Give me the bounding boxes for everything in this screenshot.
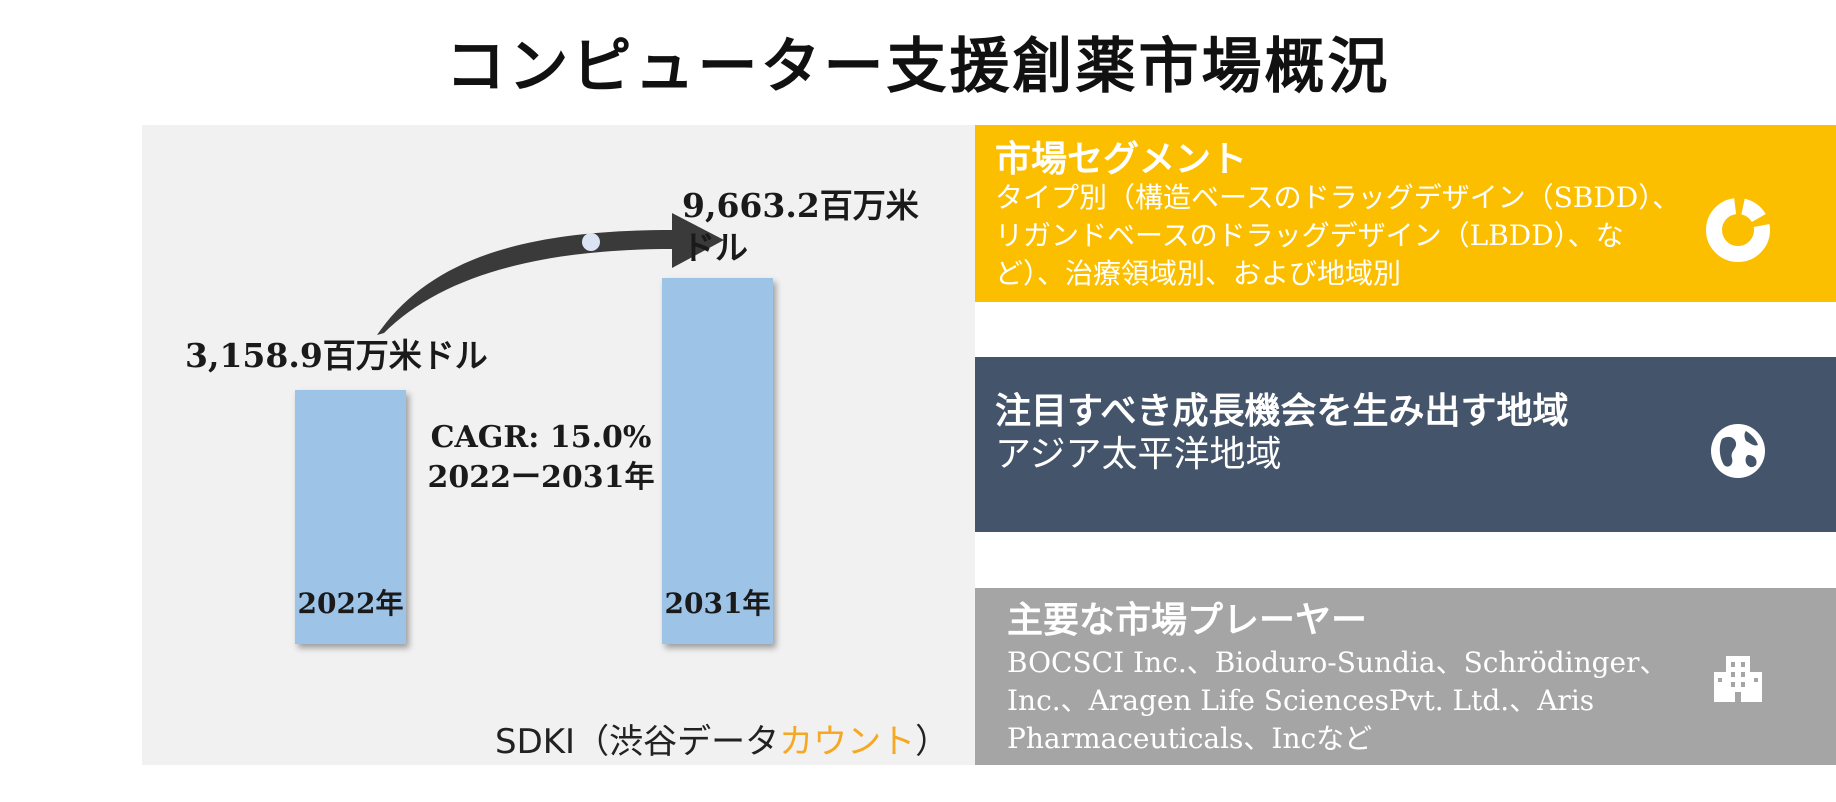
bar-label-2022: 2022年 [297,587,404,620]
value-label-2022: 3,158.9百万米ドル [185,336,488,375]
cagr-label: CAGR: 15.0% 2022ー2031年 [421,418,661,498]
value-label-2031: 9,663.2百万米ドル [682,186,919,267]
source-accent: カウント [779,722,916,762]
card-title: 市場セグメント [995,138,1248,180]
chart-panel: 2022年 2031年 3,158.9百万米ドル 9,663.2百万米ドル CA… [142,125,975,765]
card-body: アジア太平洋地域 [995,434,1282,475]
card-body: BOCSCI Inc.、Bioduro-Sundia、Schrödinger、I… [1007,646,1668,755]
bar-label-2031: 2031年 [664,587,771,620]
cagr-period: 2022ー2031年 [427,460,655,495]
card-growth-region: 注目すべき成長機会を生み出す地域 アジア太平洋地域 [975,357,1836,532]
source-suffix: ） [915,722,950,762]
cagr-value: CAGR: 15.0% [430,420,652,455]
card-key-players: 主要な市場プレーヤー BOCSCI Inc.、Bioduro-Sundia、Sc… [975,588,1836,765]
card-title: 注目すべき成長機会を生み出す地域 [995,390,1569,432]
card-title: 主要な市場プレーヤー [1007,599,1368,641]
card-body: タイプ別（構造ベースのドラッグデザイン（SBDD）、リガンドベースのドラッグデザ… [995,181,1681,290]
card-market-segment: 市場セグメント タイプ別（構造ベースのドラッグデザイン（SBDD）、リガンドベー… [975,125,1836,302]
source-prefix: SDKI（渋谷データ [495,722,780,762]
page-title: コンピューター支援創薬市場概況 [445,32,1391,102]
bar-2031: 2031年 [662,278,773,644]
growth-arrow [377,213,724,335]
building-icon [1714,656,1762,702]
source-credit: SDKI（渋谷データカウント） [495,714,949,763]
donut-chart-icon [1706,198,1770,262]
globe-icon [1711,424,1765,478]
bar-2022: 2022年 [295,390,406,644]
